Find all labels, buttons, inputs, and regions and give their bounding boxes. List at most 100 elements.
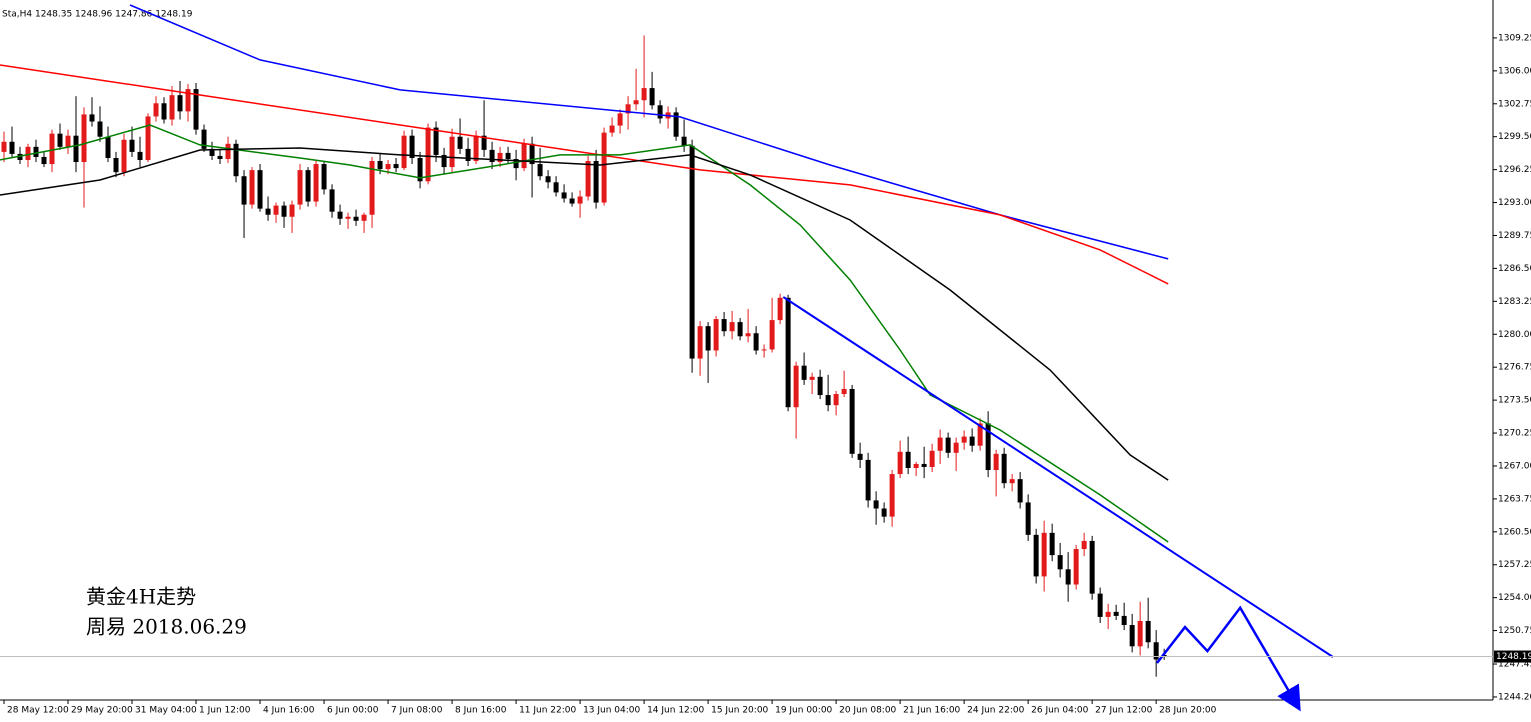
candle-body: [1017, 479, 1023, 503]
candle-body: [1041, 532, 1047, 577]
candle-body: [281, 205, 287, 217]
y-tick-label: 1299.50: [1498, 132, 1531, 142]
candle-body: [401, 135, 407, 169]
candle-body: [241, 176, 247, 205]
candle-body: [457, 136, 463, 149]
y-tick-label: 1296.25: [1498, 165, 1531, 175]
candle-body: [753, 333, 759, 351]
candle-body: [521, 143, 527, 169]
candle-body: [73, 135, 79, 163]
x-tick-label: 11 Jun 22:00: [519, 706, 576, 716]
y-tick-label: 1273.50: [1498, 396, 1531, 406]
x-tick-label: 4 Jun 16:00: [263, 706, 315, 716]
x-tick-label: 21 Jun 16:00: [903, 706, 960, 716]
candle-body: [1105, 611, 1111, 617]
x-tick-label: 29 May 20:00: [71, 706, 133, 716]
candle-body: [897, 451, 903, 475]
candle-body: [105, 136, 111, 158]
candle-body: [513, 158, 519, 169]
candle-body: [1025, 502, 1031, 535]
x-tick-label: 28 Jun 20:00: [1159, 706, 1216, 716]
candle-body: [825, 395, 831, 406]
candle-body: [793, 365, 799, 408]
candle-body: [601, 132, 607, 203]
candle-body: [961, 436, 967, 443]
candle-body: [361, 214, 367, 221]
candle-body: [1089, 540, 1095, 594]
candle-body: [409, 135, 415, 158]
candle-body: [985, 423, 991, 471]
candle-body: [321, 164, 327, 190]
candle-body: [417, 157, 423, 182]
candle-body: [113, 157, 119, 173]
candle-body: [761, 349, 767, 351]
candle-body: [905, 451, 911, 468]
y-tick-label: 1283.25: [1498, 297, 1531, 307]
y-tick-label: 1286.50: [1498, 264, 1531, 274]
x-tick-label: 7 Jun 08:00: [391, 706, 443, 716]
trend-line: [782, 296, 1334, 658]
chart-title: Sta,H4 1248.35 1248.96 1247.86 1248.19: [2, 10, 193, 20]
candle-body: [65, 135, 71, 147]
y-tick-label: 1280.00: [1498, 330, 1531, 340]
candle-body: [633, 100, 639, 105]
candle-body: [569, 198, 575, 204]
candle-body: [377, 161, 383, 170]
candle-body: [721, 319, 727, 332]
candle-body: [185, 89, 191, 112]
candle-body: [857, 453, 863, 460]
candle-body: [1001, 453, 1007, 484]
candle-body: [865, 459, 871, 501]
x-tick-label: 27 Jun 12:00: [1095, 706, 1152, 716]
candle-body: [465, 148, 471, 162]
candle-body: [33, 146, 39, 157]
candle-body: [153, 103, 159, 117]
candle-body: [353, 216, 359, 221]
x-tick-label: 28 May 12:00: [7, 706, 69, 716]
candle-body: [305, 170, 311, 202]
candle-body: [289, 204, 295, 217]
candle-body: [889, 474, 895, 517]
candle-body: [161, 103, 167, 120]
candle-body: [713, 319, 719, 351]
candle-body: [873, 500, 879, 509]
candle-body: [969, 436, 975, 446]
candle-body: [1057, 555, 1063, 570]
candle-body: [1033, 534, 1039, 577]
y-tick-label: 1270.25: [1498, 429, 1531, 439]
candle-body: [977, 423, 983, 446]
candle-body: [689, 145, 695, 359]
y-tick-label: 1257.25: [1498, 560, 1531, 570]
candle-body: [441, 154, 447, 168]
candle-body: [337, 211, 343, 219]
candle-body: [489, 149, 495, 163]
y-tick-label: 1247.45: [1498, 660, 1531, 670]
x-tick-label: 15 Jun 20:00: [711, 706, 768, 716]
candle-body: [481, 135, 487, 150]
candle-body: [809, 376, 815, 380]
candle-body: [769, 320, 775, 350]
candle-body: [545, 176, 551, 183]
candle-body: [657, 105, 663, 119]
candle-body: [785, 297, 791, 408]
annotation-text: 周易 2018.06.29: [86, 615, 247, 639]
candle-body: [777, 297, 783, 321]
candle-body: [169, 95, 175, 120]
candle-body: [593, 161, 599, 203]
candle-body: [1065, 569, 1071, 585]
x-tick-label: 20 Jun 08:00: [839, 706, 896, 716]
candle-body: [737, 322, 743, 337]
candle-body: [537, 164, 543, 177]
candle-body: [433, 127, 439, 155]
x-tick-label: 13 Jun 04:00: [583, 706, 640, 716]
y-tick-label: 1293.00: [1498, 198, 1531, 208]
candle-body: [201, 129, 207, 149]
y-tick-label: 1260.50: [1498, 527, 1531, 537]
candle-body: [345, 216, 351, 219]
candle-body: [641, 88, 647, 101]
candle-body: [913, 463, 919, 468]
candle-body: [1073, 549, 1079, 585]
candle-body: [849, 388, 855, 454]
candle-body: [273, 205, 279, 215]
candle-body: [145, 116, 151, 161]
